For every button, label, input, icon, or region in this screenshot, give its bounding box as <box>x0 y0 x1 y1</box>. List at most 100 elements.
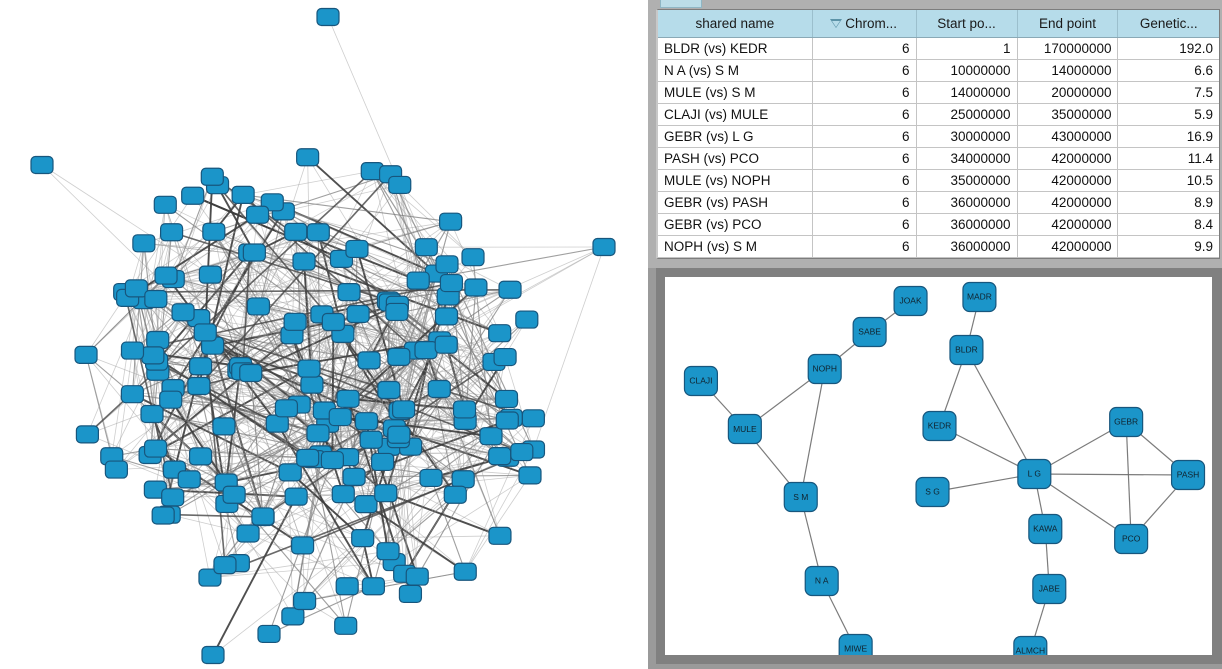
main-network-node-1[interactable] <box>198 568 222 587</box>
main-network-node-34[interactable] <box>181 186 205 205</box>
main-network-node-125[interactable] <box>296 448 320 467</box>
main-network-node-157[interactable] <box>385 302 409 322</box>
main-network-node-16[interactable] <box>293 591 317 611</box>
main-network-node-163[interactable] <box>239 363 263 383</box>
main-network-node-154[interactable] <box>387 347 411 366</box>
main-network-node-17[interactable] <box>257 624 281 644</box>
main-network-node-86[interactable] <box>297 359 321 378</box>
subnetwork-node-claji[interactable]: CLAJI <box>683 365 719 397</box>
main-network-node-73[interactable] <box>453 562 477 581</box>
main-network-node-160[interactable] <box>439 273 464 293</box>
main-network-node-110[interactable] <box>388 175 412 195</box>
main-network-node-164[interactable] <box>202 222 226 241</box>
main-network-node-171[interactable] <box>30 155 54 175</box>
subnetwork-node-n-a[interactable]: N A <box>804 565 839 597</box>
main-network-node-79[interactable] <box>143 439 168 458</box>
main-network-node-161[interactable] <box>171 303 195 322</box>
main-network-node-130[interactable] <box>488 526 512 545</box>
table-row[interactable]: GEBR (vs) PASH 6 36000000 42000000 8.9 <box>658 191 1219 214</box>
main-network-node-158[interactable] <box>376 542 400 561</box>
main-network-node-11[interactable] <box>281 607 305 626</box>
main-network-node-56[interactable] <box>331 485 355 504</box>
main-network-node-42[interactable] <box>292 252 316 271</box>
main-network-node-104[interactable] <box>392 400 416 419</box>
main-network-node-14[interactable] <box>521 409 545 428</box>
main-network-node-159[interactable] <box>104 460 128 479</box>
main-network-node-128[interactable] <box>336 389 360 408</box>
edge-table-body[interactable]: BLDR (vs) KEDR 6 1 170000000 192.0 N A (vs) S… <box>658 37 1219 258</box>
main-network-node-63[interactable] <box>479 427 503 446</box>
main-network-node-155[interactable] <box>120 341 145 360</box>
main-network-node-115[interactable] <box>414 341 438 360</box>
table-row[interactable]: NOPH (vs) S M 6 36000000 42000000 9.9 <box>658 235 1219 258</box>
main-network-node-156[interactable] <box>251 507 275 526</box>
main-network-node-153[interactable] <box>245 205 270 224</box>
table-row[interactable]: CLAJI (vs) MULE 6 25000000 35000000 5.9 <box>658 103 1219 126</box>
main-network-node-126[interactable] <box>151 506 175 525</box>
main-network-node-145[interactable] <box>488 446 512 466</box>
main-network-node-100[interactable] <box>321 312 345 332</box>
main-network-node-58[interactable] <box>494 389 519 409</box>
main-network-node-142[interactable] <box>461 248 485 267</box>
main-network-node-151[interactable] <box>443 485 467 504</box>
main-network-node-59[interactable] <box>337 283 361 302</box>
main-network-node-85[interactable] <box>377 380 401 400</box>
main-network-node-131[interactable] <box>161 488 185 507</box>
main-network-node-138[interactable] <box>515 310 539 329</box>
table-row[interactable]: GEBR (vs) L G 6 30000000 43000000 16.9 <box>658 125 1219 148</box>
main-network-node-81[interactable] <box>124 279 149 298</box>
main-network-node-134[interactable] <box>351 529 375 548</box>
main-network-node-118[interactable] <box>213 556 237 575</box>
main-network-canvas[interactable] <box>0 0 648 669</box>
column-header-chromosome[interactable]: Chrom... <box>812 10 917 38</box>
subnetwork-node-kedr[interactable]: KEDR <box>922 410 957 442</box>
subnetwork-node-miwe[interactable]: MIWE <box>838 633 873 656</box>
main-network-node-105[interactable] <box>144 289 168 309</box>
main-network-node-31[interactable] <box>334 616 358 635</box>
edge-table[interactable]: shared name Chrom... Start po... End point G… <box>658 10 1219 258</box>
main-network-node-62[interactable] <box>146 330 170 350</box>
subnetwork-node-mule[interactable]: MULE <box>727 413 762 445</box>
table-row[interactable]: BLDR (vs) KEDR 6 1 170000000 192.0 <box>658 37 1219 60</box>
main-network-node-103[interactable] <box>141 346 165 365</box>
main-network-node-52[interactable] <box>357 351 381 370</box>
subnetwork-node-gebr[interactable]: GEBR <box>1109 406 1144 438</box>
main-network-node-28[interactable] <box>335 577 359 596</box>
main-network-node-146[interactable] <box>74 345 98 364</box>
table-row[interactable]: MULE (vs) S M 6 14000000 20000000 7.5 <box>658 81 1219 104</box>
main-network-node-136[interactable] <box>283 312 307 331</box>
table-tab-handle[interactable] <box>660 0 702 8</box>
main-network-node-144[interactable] <box>177 470 201 489</box>
main-network-node-147[interactable] <box>464 278 488 297</box>
subnetwork-node-joak[interactable]: JOAK <box>893 285 928 317</box>
main-network-node-102[interactable] <box>159 390 183 409</box>
main-network-node-119[interactable] <box>154 266 178 285</box>
main-network-node-106[interactable] <box>265 414 289 433</box>
subnetwork-node-bldr[interactable]: BLDR <box>949 334 984 366</box>
main-network-node-47[interactable] <box>354 495 378 514</box>
main-network-node-76[interactable] <box>406 271 430 290</box>
subnetwork-node-madr[interactable]: MADR <box>962 281 997 313</box>
subnetwork-node-jabe[interactable]: JABE <box>1032 573 1067 605</box>
main-network-node-50[interactable] <box>212 417 236 436</box>
main-network-view[interactable] <box>0 0 648 669</box>
main-network-node-61[interactable] <box>284 222 308 241</box>
main-network-node-44[interactable] <box>452 400 477 419</box>
main-network-node-139[interactable] <box>160 223 184 242</box>
main-network-node-170[interactable] <box>592 237 616 257</box>
main-network-node-29[interactable] <box>132 234 156 253</box>
main-network-node-51[interactable] <box>435 255 459 274</box>
main-network-node-80[interactable] <box>359 430 383 449</box>
subnetwork-node-kawa[interactable]: KAWA <box>1028 513 1063 545</box>
main-network-node-97[interactable] <box>419 468 443 488</box>
main-network-node-49[interactable] <box>354 412 379 431</box>
subnetwork-node-sabe[interactable]: SABE <box>852 316 887 348</box>
main-network-node-168[interactable] <box>316 7 340 27</box>
main-network-node-92[interactable] <box>189 357 213 376</box>
main-network-node-114[interactable] <box>345 239 369 259</box>
subnetwork-node-s-m[interactable]: S M <box>783 481 818 513</box>
table-row[interactable]: N A (vs) S M 6 10000000 14000000 6.6 <box>658 59 1219 82</box>
subnetwork-panel[interactable]: CLAJI MULE NOPH SABE JOAK S M N A MIWE MADR BLDR K… <box>656 268 1222 664</box>
main-network-node-53[interactable] <box>198 265 222 284</box>
main-network-node-69[interactable] <box>488 324 512 343</box>
